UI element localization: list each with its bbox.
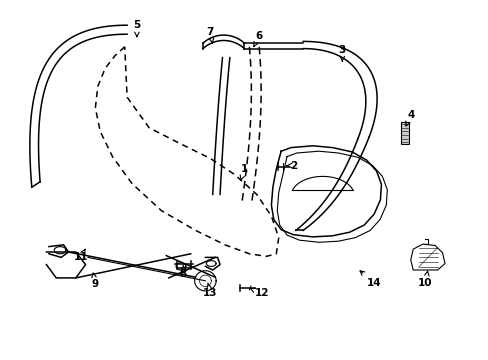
Polygon shape — [400, 122, 408, 144]
Text: 12: 12 — [250, 288, 268, 298]
Text: 9: 9 — [92, 273, 99, 289]
Text: 3: 3 — [338, 45, 345, 61]
Text: 13: 13 — [203, 283, 217, 298]
Text: 1: 1 — [240, 164, 247, 180]
Text: 6: 6 — [253, 31, 262, 46]
Text: 8: 8 — [180, 266, 186, 279]
Text: 14: 14 — [359, 271, 381, 288]
Text: 5: 5 — [133, 20, 140, 37]
Text: 10: 10 — [417, 271, 432, 288]
Text: 2: 2 — [286, 161, 296, 171]
Polygon shape — [410, 244, 444, 270]
Text: 11: 11 — [73, 249, 88, 262]
Text: 4: 4 — [405, 110, 414, 126]
Text: 7: 7 — [206, 27, 214, 43]
